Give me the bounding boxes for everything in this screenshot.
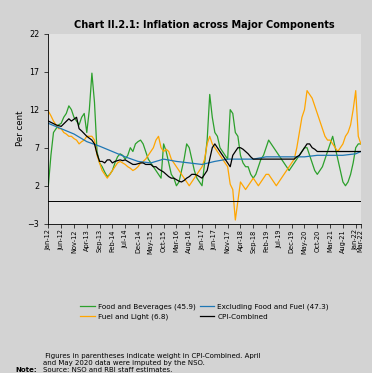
Food and Beverages (45.9) [90, 71, 94, 75]
Food and Beverages (45.9) [185, 142, 189, 146]
Food and Beverages (45.9) [64, 111, 68, 116]
Excluding Food and Fuel (47.3) [82, 138, 86, 142]
CPI-Combined [84, 134, 89, 138]
CPI-Combined [305, 142, 309, 146]
Food and Beverages (45.9) [138, 138, 143, 142]
Fuel and Light (6.8) [359, 142, 363, 146]
Excluding Food and Fuel (47.3) [200, 162, 204, 167]
CPI-Combined [359, 149, 363, 154]
CPI-Combined [138, 161, 143, 165]
Fuel and Light (6.8) [82, 138, 86, 142]
Food and Beverages (45.9) [359, 142, 363, 146]
Text: Figures in parentheses indicate weight in CPI-Combined. April
and May 2020 data : Figures in parentheses indicate weight i… [43, 352, 260, 373]
Fuel and Light (6.8) [136, 164, 140, 169]
Line: Fuel and Light (6.8): Fuel and Light (6.8) [48, 91, 361, 220]
CPI-Combined [179, 180, 184, 184]
Text: Note:: Note: [15, 367, 36, 373]
CPI-Combined [187, 175, 192, 179]
CPI-Combined [74, 115, 79, 119]
Fuel and Light (6.8) [77, 142, 81, 146]
Excluding Food and Fuel (47.3) [136, 159, 140, 164]
Line: Excluding Food and Fuel (47.3): Excluding Food and Fuel (47.3) [48, 123, 361, 164]
Legend: Food and Beverages (45.9), Fuel and Light (6.8), Excluding Food and Fuel (47.3),: Food and Beverages (45.9), Fuel and Ligh… [80, 304, 329, 320]
Fuel and Light (6.8) [46, 109, 51, 113]
Fuel and Light (6.8) [302, 107, 307, 112]
CPI-Combined [64, 119, 68, 123]
Excluding Food and Fuel (47.3) [359, 149, 363, 154]
Excluding Food and Fuel (47.3) [302, 154, 307, 159]
Excluding Food and Fuel (47.3) [46, 121, 51, 126]
Fuel and Light (6.8) [233, 218, 238, 222]
Y-axis label: Per cent: Per cent [16, 111, 25, 147]
Line: CPI-Combined: CPI-Combined [48, 117, 361, 182]
Excluding Food and Fuel (47.3) [182, 160, 186, 164]
Title: Chart II.2.1: Inflation across Major Components: Chart II.2.1: Inflation across Major Com… [74, 20, 335, 30]
Line: Food and Beverages (45.9): Food and Beverages (45.9) [48, 73, 361, 186]
Fuel and Light (6.8) [182, 176, 186, 181]
Food and Beverages (45.9) [77, 123, 81, 127]
Excluding Food and Fuel (47.3) [77, 135, 81, 139]
Food and Beverages (45.9) [302, 145, 307, 150]
CPI-Combined [46, 119, 51, 123]
Food and Beverages (45.9) [46, 184, 51, 188]
CPI-Combined [80, 129, 84, 133]
Food and Beverages (45.9) [82, 111, 86, 116]
Excluding Food and Fuel (47.3) [64, 129, 68, 133]
Fuel and Light (6.8) [64, 132, 68, 136]
Fuel and Light (6.8) [305, 88, 309, 93]
